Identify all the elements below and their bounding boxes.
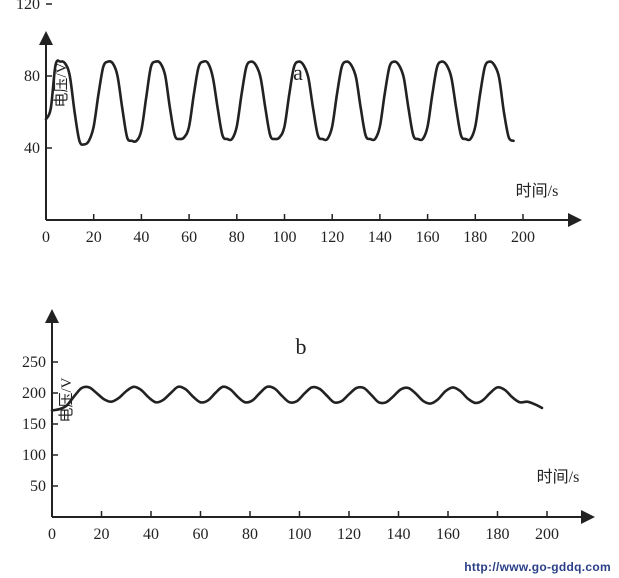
panel-b-y-tick-label: 250: [22, 354, 46, 371]
panel-a-label: a: [293, 60, 303, 85]
panel-b-y-tick-label: 150: [22, 416, 46, 433]
panel-a-x-tick-label: 40: [133, 229, 149, 246]
panel-a-x-tick-label: 200: [511, 229, 535, 246]
panel-b-x-tick-label: 40: [143, 526, 159, 543]
panel-b-x-tick-label: 140: [387, 526, 411, 543]
panel-b-x-tick-label: 120: [337, 526, 361, 543]
panel-b-x-tick-label: 180: [486, 526, 510, 543]
panel-a-y-tick-label: 120: [16, 0, 40, 13]
panel-b-x-tick-label: 200: [535, 526, 559, 543]
panel-a-x-tick-label: 120: [320, 229, 344, 246]
watermark-url: http://www.go-gddq.com: [464, 560, 611, 574]
panel-b-x-tick-label: 0: [48, 526, 56, 543]
panel-b-x-tick-label: 80: [242, 526, 258, 543]
panel-b-x-tick-label: 20: [94, 526, 110, 543]
panel-b-series-line: [50, 385, 544, 412]
panel-b-label: b: [296, 334, 307, 359]
panel-a-series-line: [44, 59, 515, 146]
panel-b-y-axis-label: 电压/V: [58, 377, 75, 422]
panel-b-y-tick-label: 50: [30, 478, 46, 495]
panel-a-y-tick-label: 40: [24, 140, 40, 157]
panel-a-x-tick-label: 140: [368, 229, 392, 246]
panel-a-x-tick-label: 0: [42, 229, 50, 246]
panel-a-x-tick-label: 100: [273, 229, 297, 246]
panel-a-x-tick-label: 160: [416, 229, 440, 246]
panel-b-y-tick-label: 200: [22, 385, 46, 402]
panel-a-x-tick-label: 180: [463, 229, 487, 246]
panel-b-x-tick-label: 100: [288, 526, 312, 543]
panel-a-x-tick-label: 60: [181, 229, 197, 246]
panel-b-y-tick-label: 100: [22, 447, 46, 464]
panel-a-y-axis-label: 电压/V: [53, 62, 70, 107]
panel-a-x-axis-label: 时间/s: [516, 182, 559, 200]
panel-a-x-tick-label: 20: [86, 229, 102, 246]
panel-b-x-tick-label: 160: [436, 526, 460, 543]
panel-a-y-tick-label: 80: [24, 68, 40, 85]
panel-a-x-tick-label: 80: [229, 229, 245, 246]
panel-b-x-axis-label: 时间/s: [537, 468, 580, 486]
panel-b-x-tick-label: 60: [193, 526, 209, 543]
